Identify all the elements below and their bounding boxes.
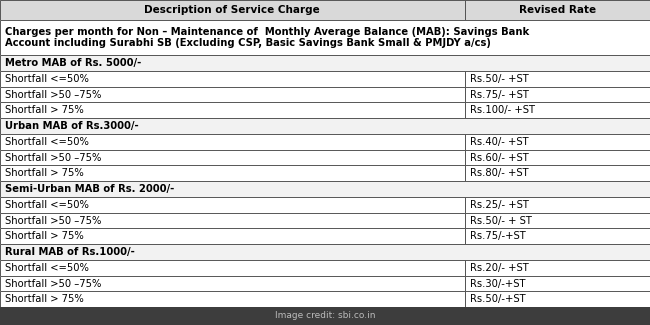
Text: Shortfall <=50%: Shortfall <=50%: [5, 200, 89, 210]
Bar: [0, 181, 650, 197]
Bar: [465, 197, 650, 213]
Bar: [465, 260, 650, 276]
Text: Metro MAB of Rs. 5000/-: Metro MAB of Rs. 5000/-: [5, 58, 142, 68]
Bar: [0, 292, 465, 307]
Text: Shortfall >50 –75%: Shortfall >50 –75%: [5, 153, 101, 162]
Bar: [0, 260, 465, 276]
Bar: [465, 213, 650, 228]
Text: Shortfall >50 –75%: Shortfall >50 –75%: [5, 279, 101, 289]
Bar: [0, 228, 465, 244]
Text: Rs.25/- +ST: Rs.25/- +ST: [470, 200, 529, 210]
Bar: [0, 197, 465, 213]
Bar: [465, 292, 650, 307]
Bar: [0, 55, 650, 71]
Bar: [0, 165, 465, 181]
Text: Rs.30/-+ST: Rs.30/-+ST: [470, 279, 525, 289]
Text: Image credit: sbi.co.in: Image credit: sbi.co.in: [275, 311, 375, 320]
Bar: [465, 150, 650, 165]
Bar: [465, 134, 650, 150]
Bar: [0, 134, 465, 150]
Bar: [0, 102, 465, 118]
Text: Shortfall >50 –75%: Shortfall >50 –75%: [5, 90, 101, 99]
Bar: [0, 213, 465, 228]
Bar: [0, 118, 650, 134]
Bar: [465, 0, 650, 20]
Bar: [0, 181, 650, 197]
Text: Shortfall <=50%: Shortfall <=50%: [5, 74, 89, 84]
Text: Rs.75/-+ST: Rs.75/-+ST: [470, 231, 526, 241]
Text: Description of Service Charge: Description of Service Charge: [144, 5, 320, 15]
Bar: [0, 150, 465, 165]
Text: Rs.40/- +ST: Rs.40/- +ST: [470, 137, 528, 147]
Bar: [0, 87, 465, 102]
Text: Rs.100/- +ST: Rs.100/- +ST: [470, 105, 535, 115]
Text: Revised Rate: Revised Rate: [519, 5, 596, 15]
Bar: [0, 150, 465, 165]
Text: Shortfall > 75%: Shortfall > 75%: [5, 168, 84, 178]
Bar: [465, 228, 650, 244]
Bar: [0, 0, 465, 20]
Text: Shortfall > 75%: Shortfall > 75%: [5, 105, 84, 115]
Text: Rs.60/- +ST: Rs.60/- +ST: [470, 153, 528, 162]
Bar: [0, 134, 465, 150]
Bar: [465, 0, 650, 20]
Bar: [465, 260, 650, 276]
Bar: [465, 71, 650, 87]
Bar: [0, 244, 650, 260]
Text: Rs.20/- +ST: Rs.20/- +ST: [470, 263, 528, 273]
Bar: [465, 165, 650, 181]
Bar: [0, 228, 465, 244]
Text: Shortfall > 75%: Shortfall > 75%: [5, 294, 84, 304]
Bar: [0, 20, 650, 55]
Bar: [0, 118, 650, 134]
Bar: [0, 165, 465, 181]
Bar: [465, 150, 650, 165]
Text: Shortfall > 75%: Shortfall > 75%: [5, 231, 84, 241]
Text: Rs.50/-+ST: Rs.50/-+ST: [470, 294, 526, 304]
Bar: [465, 71, 650, 87]
Text: Urban MAB of Rs.3000/-: Urban MAB of Rs.3000/-: [5, 121, 139, 131]
Bar: [0, 20, 650, 55]
Bar: [465, 213, 650, 228]
Bar: [465, 134, 650, 150]
Bar: [0, 102, 465, 118]
Bar: [0, 71, 465, 87]
Bar: [0, 292, 465, 307]
Bar: [0, 244, 650, 260]
Bar: [0, 260, 465, 276]
Text: Rs.80/- +ST: Rs.80/- +ST: [470, 168, 528, 178]
Text: Rs.50/- + ST: Rs.50/- + ST: [470, 216, 532, 226]
Text: Shortfall <=50%: Shortfall <=50%: [5, 137, 89, 147]
Text: Rs.50/- +ST: Rs.50/- +ST: [470, 74, 528, 84]
Text: Rural MAB of Rs.1000/-: Rural MAB of Rs.1000/-: [5, 247, 135, 257]
Bar: [0, 71, 465, 87]
Bar: [0, 87, 465, 102]
Text: Shortfall <=50%: Shortfall <=50%: [5, 263, 89, 273]
Bar: [465, 102, 650, 118]
Bar: [0, 307, 650, 325]
Bar: [465, 102, 650, 118]
Bar: [0, 0, 465, 20]
Bar: [465, 292, 650, 307]
Text: Charges per month for Non – Maintenance of  Monthly Average Balance (MAB): Savin: Charges per month for Non – Maintenance …: [5, 27, 530, 48]
Bar: [0, 276, 465, 292]
Bar: [465, 276, 650, 292]
Bar: [465, 87, 650, 102]
Text: Semi-Urban MAB of Rs. 2000/-: Semi-Urban MAB of Rs. 2000/-: [5, 184, 174, 194]
Bar: [0, 197, 465, 213]
Bar: [0, 276, 465, 292]
Bar: [0, 213, 465, 228]
Bar: [0, 55, 650, 71]
Bar: [465, 276, 650, 292]
Bar: [465, 165, 650, 181]
Bar: [465, 197, 650, 213]
Bar: [465, 87, 650, 102]
Text: Rs.75/- +ST: Rs.75/- +ST: [470, 90, 529, 99]
Text: Shortfall >50 –75%: Shortfall >50 –75%: [5, 216, 101, 226]
Bar: [465, 228, 650, 244]
